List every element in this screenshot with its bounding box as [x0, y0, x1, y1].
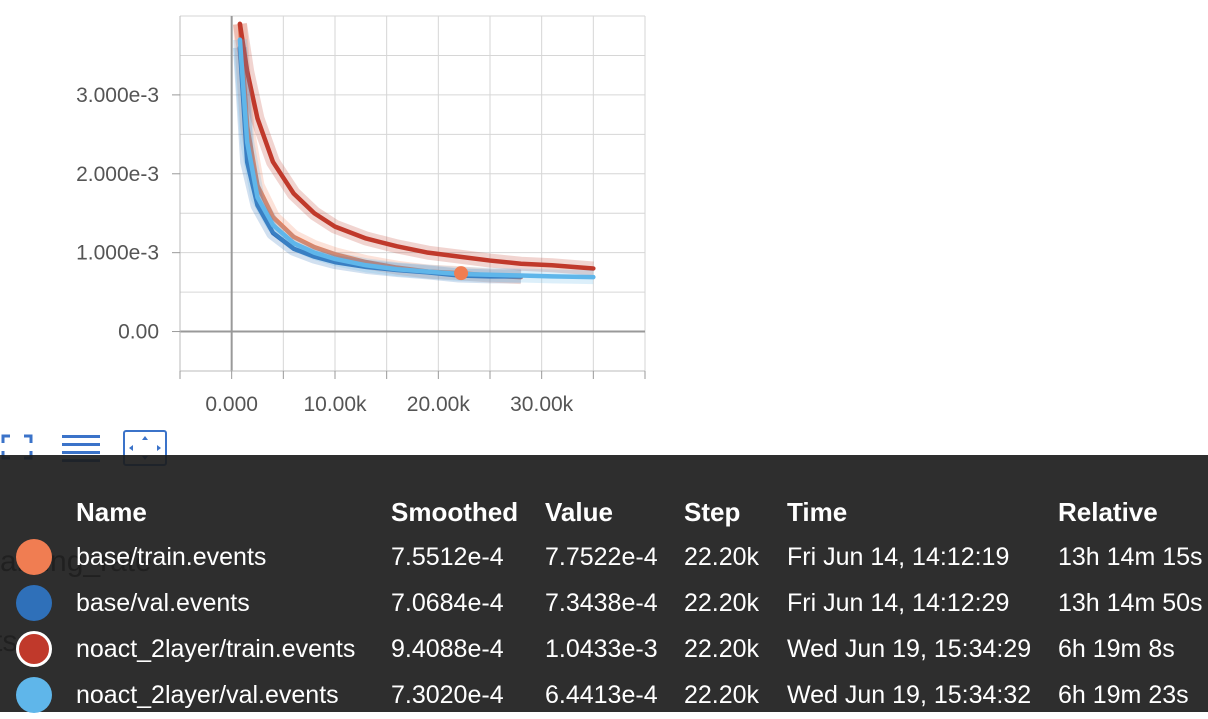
time-value: Wed Jun 19, 15:34:32 — [787, 681, 1032, 709]
series-name: noact_2layer/train.events — [76, 635, 356, 663]
y-tick-label: 0.00 — [118, 321, 159, 344]
fullscreen-button[interactable] — [0, 433, 34, 461]
series-swatch — [16, 631, 52, 667]
header-value: Value — [545, 497, 613, 527]
relative-value: 6h 19m 8s — [1058, 635, 1175, 663]
raw-value: 7.3438e-4 — [545, 589, 658, 617]
tooltip-row: noact_2layer/train.events 9.4088e-4 1.04… — [0, 627, 1208, 673]
smoothed-value: 7.0684e-4 — [391, 589, 504, 617]
y-tick-label: 1.000e-3 — [76, 242, 159, 265]
x-tick-label: 10.00k — [303, 393, 367, 416]
relative-value: 6h 19m 23s — [1058, 681, 1189, 709]
smoothed-value: 7.3020e-4 — [391, 681, 504, 709]
data-tooltip: Name Smoothed Value Step Time Relative b… — [0, 455, 1208, 713]
header-step: Step — [684, 497, 741, 527]
header-time: Time — [787, 497, 848, 527]
smoothed-value: 7.5512e-4 — [391, 543, 504, 571]
header-relative: Relative — [1058, 497, 1158, 527]
x-tick-label: 0.000 — [205, 393, 258, 416]
series-name: base/train.events — [76, 543, 267, 571]
scalar-chart[interactable]: 0.000 10.00k 20.00k 30.00k 0.00 1.000e-3 2.000… — [0, 0, 700, 425]
series-name: base/val.events — [76, 589, 250, 617]
series-name: noact_2layer/val.events — [76, 681, 339, 709]
series-line — [237, 37, 596, 280]
step-value: 22.20k — [684, 589, 760, 617]
step-value: 22.20k — [684, 681, 760, 709]
raw-value: 1.0433e-3 — [545, 635, 658, 663]
raw-value: 6.4413e-4 — [545, 681, 658, 709]
step-value: 22.20k — [684, 635, 760, 663]
fullscreen-icon — [1, 434, 33, 460]
raw-value: 7.7522e-4 — [545, 543, 658, 571]
smoothed-value: 9.4088e-4 — [391, 635, 504, 663]
y-tick-label: 2.000e-3 — [76, 163, 159, 186]
time-value: Fri Jun 14, 14:12:29 — [787, 589, 1010, 617]
time-value: Fri Jun 14, 14:12:19 — [787, 543, 1010, 571]
step-value: 22.20k — [684, 543, 760, 571]
y-tick-label: 3.000e-3 — [76, 84, 159, 107]
series-swatch — [16, 677, 52, 713]
series-swatch — [16, 539, 52, 575]
time-value: Wed Jun 19, 15:34:29 — [787, 635, 1032, 663]
tooltip-row: base/val.events 7.0684e-4 7.3438e-4 22.2… — [0, 581, 1208, 627]
tooltip-row: base/train.events 7.5512e-4 7.7522e-4 22… — [0, 535, 1208, 581]
x-tick-label: 30.00k — [510, 393, 574, 416]
relative-value: 13h 14m 15s — [1058, 543, 1203, 571]
x-tick-label: 20.00k — [407, 393, 471, 416]
series-swatch — [16, 585, 52, 621]
header-smoothed: Smoothed — [391, 497, 519, 527]
relative-value: 13h 14m 50s — [1058, 589, 1203, 617]
series-line — [237, 21, 596, 271]
header-name: Name — [76, 497, 147, 527]
hover-point — [454, 266, 469, 281]
tooltip-row: noact_2layer/val.events 7.3020e-4 6.4413… — [0, 673, 1208, 719]
